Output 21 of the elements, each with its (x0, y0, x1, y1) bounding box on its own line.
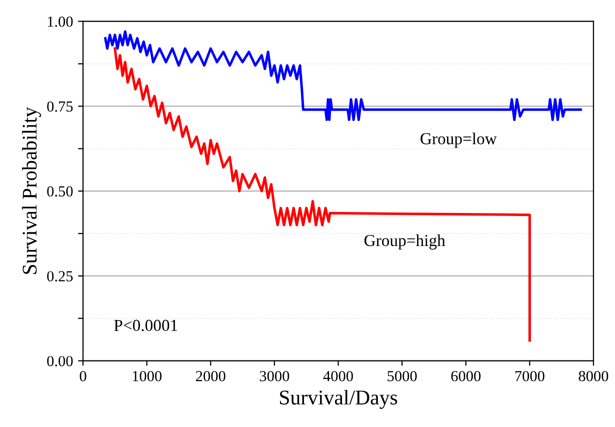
x-axis-title: Survival/Days (280, 390, 398, 409)
line-series (114, 47, 531, 342)
y-tick-label: 0.75 (47, 101, 73, 112)
annotation: P<0.0001 (114, 320, 178, 332)
x-tick-label: 6000 (451, 370, 481, 382)
annotation: Group=low (420, 132, 497, 148)
x-tick-label: 7000 (515, 370, 544, 382)
y-axis-title: Survival Probability (22, 106, 42, 274)
y-tick-label: 0.50 (47, 186, 73, 197)
x-tick-label: 3000 (260, 370, 290, 382)
x-tick-label: 1000 (132, 370, 162, 382)
y-tick-label: 1.00 (48, 16, 73, 27)
y-tick-label: 0.00 (47, 356, 73, 366)
annotation: Group=high (364, 234, 446, 250)
x-tick-label: 2000 (196, 370, 226, 382)
x-tick-label: 5000 (388, 370, 417, 382)
x-tick-label: 8000 (578, 370, 608, 382)
y-tick-label: 0.25 (47, 271, 73, 282)
x-tick-label: 0 (80, 370, 86, 382)
line-series (104, 30, 582, 122)
x-tick-label: 4000 (323, 370, 353, 382)
